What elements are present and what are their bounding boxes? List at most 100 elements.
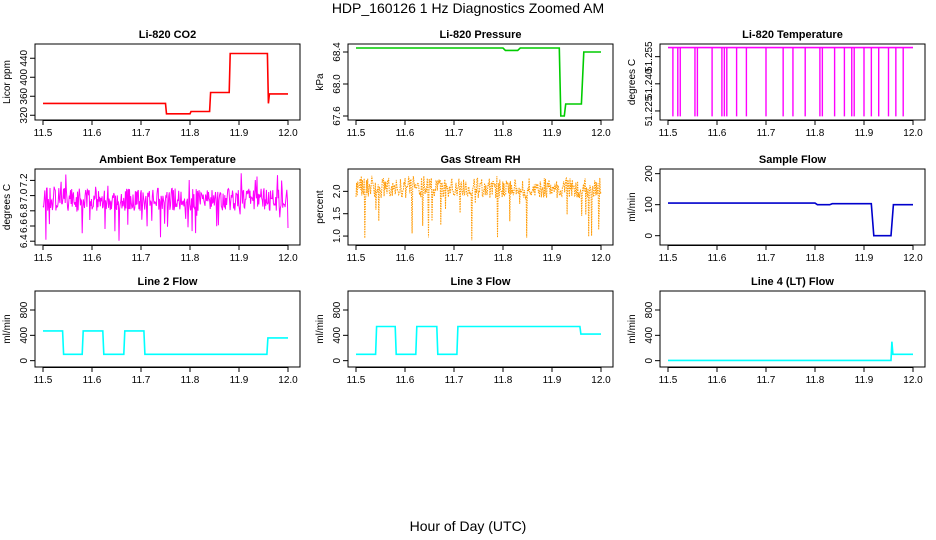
x-tick-label: 11.6	[708, 375, 727, 386]
y-axis-label: Licor ppm	[2, 60, 13, 104]
x-tick-label: 12.0	[278, 375, 298, 386]
x-tick-label: 11.5	[34, 128, 53, 139]
series-group	[43, 52, 288, 115]
x-tick-label: 11.7	[132, 375, 151, 386]
y-tick-label: 67.6	[332, 106, 343, 126]
x-tick-label: 12.0	[903, 375, 923, 386]
series-line	[356, 47, 601, 117]
y-tick-label: 7.0	[19, 188, 30, 202]
y-tick-label: 200	[644, 165, 655, 182]
x-tick-label: 11.8	[806, 375, 825, 386]
x-tick-label: 11.8	[494, 253, 513, 264]
series-group	[668, 202, 913, 237]
x-tick-label: 11.6	[396, 253, 415, 264]
series-group	[668, 46, 913, 117]
x-tick-label: 11.5	[659, 253, 678, 264]
x-tick-label: 11.6	[396, 128, 415, 139]
x-tick-label: 11.8	[494, 375, 513, 386]
y-tick-label: 0	[644, 232, 655, 238]
x-tick-label: 11.9	[855, 253, 874, 264]
series-line	[43, 52, 288, 115]
y-tick-label: 400	[19, 327, 30, 344]
y-tick-label: 0	[332, 357, 343, 363]
series-line	[668, 202, 913, 237]
series-group	[43, 330, 288, 356]
x-tick-label: 11.6	[708, 128, 727, 139]
plot-frame	[34, 290, 301, 368]
series-group	[355, 175, 602, 241]
x-tick-label: 12.0	[591, 375, 611, 386]
x-tick-label: 11.9	[543, 375, 562, 386]
plot-frame	[659, 290, 926, 368]
y-tick-label: 360	[19, 87, 30, 104]
y-tick-label: 440	[19, 49, 30, 66]
y-tick-label: 800	[644, 301, 655, 318]
panel: Line 3 Flow 11.5 11.6 11.7 11.8 11.9 12.0 0 400 8…	[315, 276, 614, 386]
panel-title: Li-820 Temperature	[742, 29, 843, 41]
y-tick-label: 51.255	[644, 41, 655, 72]
y-axis-label: kPa	[315, 73, 326, 91]
x-tick-label: 11.8	[806, 128, 825, 139]
panel-title: Ambient Box Temperature	[99, 154, 236, 166]
x-tick-label: 11.8	[806, 253, 825, 264]
x-tick-label: 11.5	[34, 375, 53, 386]
series-group	[356, 325, 601, 356]
panel-title: Gas Stream RH	[440, 154, 520, 166]
series-group	[668, 341, 913, 362]
y-tick-label: 51.240	[644, 68, 655, 99]
y-tick-label: 1.0	[332, 229, 343, 243]
y-tick-label: 6.4	[19, 234, 30, 248]
panel: Ambient Box Temperature 11.5 11.6 11.7 11.8 1…	[2, 154, 301, 264]
x-tick-label: 11.8	[181, 128, 200, 139]
panel-title: Line 2 Flow	[138, 276, 198, 288]
y-tick-label: 400	[19, 68, 30, 85]
x-tick-label: 11.6	[708, 253, 727, 264]
panel-title: Li-820 Pressure	[440, 29, 522, 41]
y-tick-label: 2.0	[332, 184, 343, 198]
x-tick-label: 11.6	[83, 128, 102, 139]
x-tick-label: 11.7	[757, 253, 776, 264]
y-tick-label: 6.8	[19, 203, 30, 217]
y-axis-label: degrees C	[2, 184, 13, 230]
plot-frame	[347, 290, 614, 368]
plot-frame	[347, 168, 614, 246]
y-tick-label: 400	[332, 327, 343, 344]
panel: Line 2 Flow 11.5 11.6 11.7 11.8 11.9 12.0 0 400 8…	[2, 276, 301, 386]
x-tick-label: 11.5	[347, 128, 366, 139]
y-axis-label: ml/min	[315, 314, 326, 343]
x-tick-label: 11.7	[757, 128, 776, 139]
x-tick-label: 12.0	[591, 128, 611, 139]
panel: Sample Flow 11.5 11.6 11.7 11.8 11.9 12.0 0 100 2…	[627, 154, 926, 264]
plot-frame	[347, 43, 614, 121]
y-tick-label: 400	[644, 327, 655, 344]
x-tick-label: 11.9	[230, 128, 249, 139]
x-tick-label: 12.0	[278, 128, 298, 139]
y-tick-label: 0	[644, 357, 655, 363]
x-tick-label: 11.7	[445, 128, 464, 139]
x-tick-label: 11.5	[347, 253, 366, 264]
x-tick-label: 12.0	[278, 253, 298, 264]
x-tick-label: 11.9	[230, 375, 249, 386]
y-axis-label: ml/min	[627, 314, 638, 343]
panel-title: Line 4 (LT) Flow	[751, 276, 834, 288]
x-tick-label: 11.7	[445, 375, 464, 386]
x-tick-label: 11.6	[83, 375, 102, 386]
x-tick-label: 12.0	[591, 253, 611, 264]
x-tick-label: 11.5	[34, 253, 53, 264]
panel-title: Line 3 Flow	[451, 276, 511, 288]
plot-frame	[34, 43, 301, 121]
x-tick-label: 11.7	[757, 375, 776, 386]
x-tick-label: 11.9	[543, 128, 562, 139]
series-line	[43, 330, 288, 356]
series-group	[356, 47, 601, 117]
x-tick-label: 12.0	[903, 128, 923, 139]
y-tick-label: 800	[332, 301, 343, 318]
panel: Li-820 Pressure 11.5 11.6 11.7 11.8 11.9 12.0 6…	[315, 29, 614, 139]
y-tick-label: 800	[19, 301, 30, 318]
x-tick-label: 11.6	[83, 253, 102, 264]
y-axis-label: ml/min	[627, 192, 638, 221]
series-line	[355, 175, 602, 241]
x-tick-label: 11.7	[132, 128, 151, 139]
panel-title: Sample Flow	[759, 154, 827, 166]
